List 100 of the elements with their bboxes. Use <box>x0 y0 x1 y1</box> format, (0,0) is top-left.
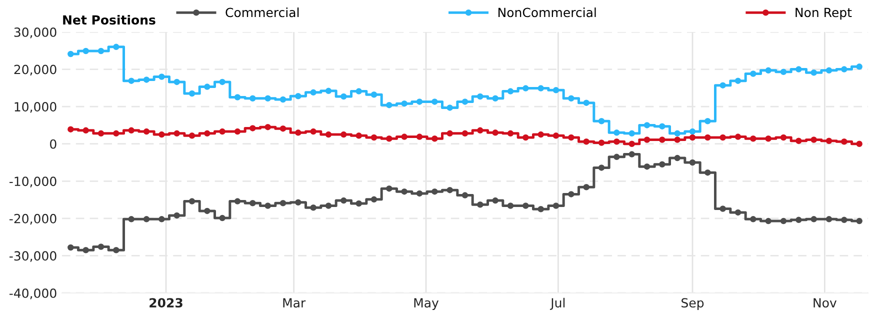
point <box>295 93 302 100</box>
point <box>750 70 756 77</box>
y-tick-label: -30,000 <box>10 251 56 262</box>
point <box>810 216 817 222</box>
point <box>234 198 241 204</box>
point <box>98 244 104 250</box>
x-tick-label: May <box>414 298 439 310</box>
point <box>250 95 256 102</box>
point <box>325 202 332 209</box>
point <box>552 132 560 139</box>
point <box>552 87 560 94</box>
point <box>386 102 392 108</box>
point <box>340 93 347 100</box>
point <box>689 128 696 135</box>
y-tick-label: 0 <box>50 139 56 149</box>
point <box>401 188 408 195</box>
point <box>720 206 726 212</box>
point <box>734 134 742 140</box>
legend-title: Net Positions <box>63 14 156 25</box>
point <box>674 154 680 162</box>
point <box>280 96 286 103</box>
point <box>598 140 605 146</box>
point <box>264 95 271 102</box>
point <box>538 85 544 92</box>
point <box>856 218 862 224</box>
point <box>158 74 165 80</box>
point <box>68 244 74 251</box>
point <box>614 138 620 145</box>
point <box>750 216 756 222</box>
point <box>264 202 271 209</box>
point <box>234 128 241 135</box>
y-tick-label: -10,000 <box>10 176 56 188</box>
point <box>659 136 666 143</box>
point <box>128 78 134 84</box>
point <box>856 140 862 147</box>
point <box>113 246 120 254</box>
point <box>356 132 362 139</box>
point <box>810 70 817 76</box>
point <box>340 131 347 138</box>
point <box>628 130 635 137</box>
point <box>310 204 316 211</box>
point <box>432 98 438 105</box>
point <box>628 151 635 158</box>
point <box>492 197 498 204</box>
point <box>704 118 711 124</box>
point <box>462 130 468 137</box>
point <box>674 130 680 137</box>
x-tick-label: Sep <box>682 298 704 310</box>
point <box>432 188 438 195</box>
point <box>507 88 514 94</box>
point <box>462 98 468 105</box>
point <box>614 130 620 136</box>
point <box>522 85 529 92</box>
point <box>583 184 590 190</box>
point <box>204 84 210 90</box>
legend-label: Commercial <box>226 8 299 18</box>
point <box>644 136 650 143</box>
point <box>158 131 165 138</box>
point <box>659 161 666 168</box>
y-tick-label: 10,000 <box>14 102 56 113</box>
point <box>446 130 453 137</box>
point <box>416 190 423 197</box>
point <box>143 128 150 135</box>
point <box>143 216 150 222</box>
point <box>128 216 134 222</box>
point <box>841 66 848 72</box>
point <box>82 246 89 254</box>
point <box>826 67 832 74</box>
point <box>219 78 226 86</box>
point <box>446 104 453 111</box>
point <box>416 134 423 140</box>
point <box>250 200 256 206</box>
point <box>644 122 650 128</box>
point <box>538 206 544 212</box>
point <box>370 134 378 141</box>
point <box>188 132 196 139</box>
point <box>598 118 605 124</box>
point <box>598 164 605 171</box>
point <box>188 198 196 204</box>
point <box>158 216 165 222</box>
point <box>310 89 316 96</box>
point <box>113 130 120 137</box>
point <box>356 88 362 94</box>
point <box>82 48 89 54</box>
point <box>68 126 74 132</box>
point <box>750 136 756 142</box>
point <box>765 136 772 142</box>
point <box>841 216 848 224</box>
point <box>174 78 180 86</box>
point <box>796 216 802 224</box>
point <box>370 196 378 203</box>
point <box>628 140 635 147</box>
point <box>477 202 484 208</box>
point <box>552 202 560 209</box>
point <box>188 90 196 97</box>
point <box>720 82 726 88</box>
point <box>250 125 256 132</box>
point <box>674 136 680 143</box>
point <box>780 68 787 76</box>
point <box>219 128 226 135</box>
